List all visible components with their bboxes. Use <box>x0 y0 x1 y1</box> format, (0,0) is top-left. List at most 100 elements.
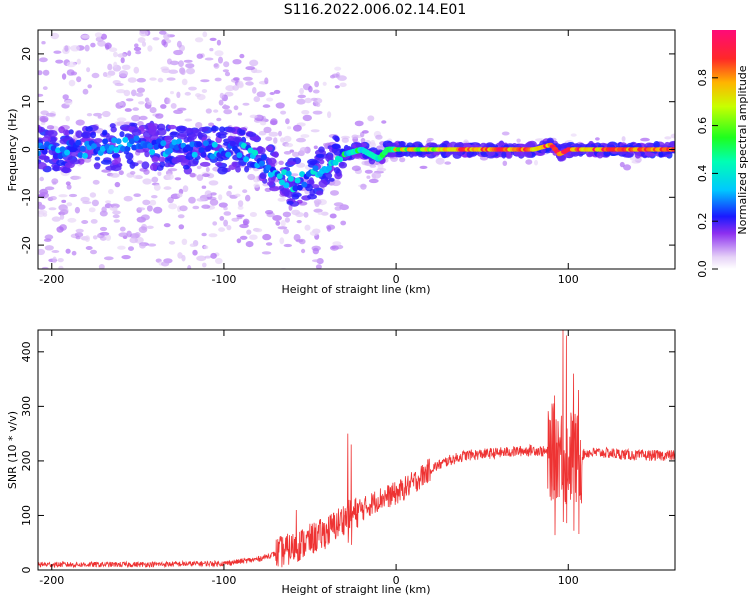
y-tick-label: 20 <box>20 47 33 61</box>
spectral-speckle <box>86 67 91 73</box>
spectral-speckle <box>184 118 193 122</box>
spectral-speckle <box>213 109 219 113</box>
spectral-speckle <box>314 80 319 88</box>
spectral-speckle <box>525 159 533 165</box>
spectral-speckle <box>155 113 164 119</box>
spectral-band-blob <box>38 124 41 132</box>
spectral-speckle <box>65 181 71 186</box>
spectral-speckle <box>129 237 138 244</box>
spectral-speckle <box>210 192 217 196</box>
spectral-speckle <box>91 72 100 79</box>
spectral-ridge-blob <box>91 143 97 150</box>
spectral-ridge-blob <box>209 153 216 160</box>
spectral-speckle <box>38 93 44 97</box>
spectral-speckle <box>159 30 167 35</box>
spectral-speckle <box>38 209 48 215</box>
spectral-speckle <box>285 143 294 148</box>
spectral-speckle <box>399 157 406 163</box>
spectral-speckle <box>664 136 672 140</box>
spectral-speckle <box>103 256 114 261</box>
spectral-speckle <box>167 168 178 172</box>
y-tick-label: 0 <box>20 567 33 574</box>
spectral-speckle <box>303 211 309 218</box>
spectral-speckle <box>329 213 337 219</box>
spectral-speckle <box>297 94 306 99</box>
spectral-ridge-blob <box>198 147 205 154</box>
spectral-speckle <box>67 217 77 223</box>
spectral-band-blob <box>52 164 60 172</box>
spectral-ridge-blob <box>55 147 62 154</box>
spectral-ridge-blob <box>149 149 156 155</box>
spectral-speckle <box>108 188 114 195</box>
spectral-speckle <box>249 212 257 217</box>
spectral-speckle <box>194 37 204 43</box>
spectral-speckle <box>152 37 160 41</box>
spectral-speckle <box>570 133 577 137</box>
spectral-band-blob <box>311 184 320 189</box>
spectral-ridge-blob <box>171 139 178 146</box>
spectral-speckle <box>119 226 126 232</box>
spectral-speckle <box>110 203 120 209</box>
spectral-ridge-blob <box>82 152 88 159</box>
spectral-speckle <box>131 114 141 122</box>
spectral-speckle <box>333 202 344 207</box>
spectral-speckle <box>132 107 139 111</box>
spectral-speckle <box>180 68 186 76</box>
spectral-speckle <box>290 272 295 276</box>
spectral-speckle <box>239 53 245 59</box>
spectral-speckle <box>133 66 140 74</box>
spectral-band-blob <box>291 194 300 200</box>
spectral-speckle <box>218 194 223 201</box>
spectral-speckle <box>332 241 342 246</box>
spectral-speckle <box>231 217 240 222</box>
spectral-speckle <box>109 47 118 52</box>
spectral-speckle <box>351 165 361 172</box>
spectral-speckle <box>76 58 82 65</box>
spectral-band-blob <box>149 163 158 171</box>
spectral-band-blob <box>158 156 166 162</box>
spectral-speckle <box>208 122 215 127</box>
spectral-speckle <box>296 162 306 168</box>
spectral-speckle <box>138 115 148 121</box>
spectral-speckle <box>176 40 182 48</box>
spectral-speckle <box>196 53 203 59</box>
spectral-ridge-blob <box>281 169 288 176</box>
x-tick-label: 0 <box>393 273 400 286</box>
spectral-ridge-blob <box>99 145 106 152</box>
spectral-speckle <box>114 181 121 188</box>
spectral-speckle <box>188 86 197 91</box>
spectral-speckle <box>360 138 366 143</box>
spectral-band-blob <box>333 167 341 174</box>
spectral-speckle <box>117 245 126 250</box>
spectral-ridge-blob <box>258 160 265 167</box>
spectral-speckle <box>151 195 158 199</box>
x-tick-label: 100 <box>558 273 579 286</box>
spectral-speckle <box>299 87 304 95</box>
spectral-speckle <box>182 185 189 193</box>
spectral-speckle <box>165 173 174 180</box>
spectral-speckle <box>38 204 46 210</box>
spectral-speckle <box>168 203 178 210</box>
spectral-speckle <box>185 63 195 69</box>
spectral-speckle <box>354 120 364 127</box>
spectral-speckle <box>177 192 183 198</box>
spectral-band-blob <box>198 126 209 132</box>
spectral-band-blob <box>398 141 406 147</box>
spectral-speckle <box>90 249 97 255</box>
x-tick-label: -100 <box>211 273 236 286</box>
spectral-speckle <box>283 151 292 155</box>
spectral-band-blob <box>540 148 546 154</box>
spectral-speckle <box>265 242 273 246</box>
spectral-speckle <box>283 228 289 235</box>
spectral-speckle <box>39 176 44 182</box>
spectral-speckle <box>444 161 452 165</box>
spectral-speckle <box>187 265 192 269</box>
spectral-speckle <box>177 214 185 219</box>
spectral-speckle <box>479 156 489 161</box>
spectral-speckle <box>300 134 310 138</box>
spectral-band-blob <box>159 161 165 168</box>
spectral-band-blob <box>119 131 125 138</box>
spectral-speckle <box>501 131 510 136</box>
spectral-band-blob <box>307 193 317 200</box>
spectral-band-blob <box>426 142 438 147</box>
